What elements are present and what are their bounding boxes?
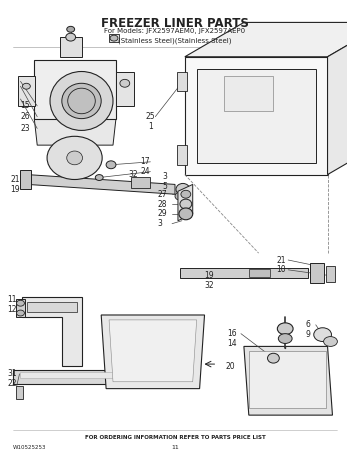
Bar <box>197 68 316 163</box>
Ellipse shape <box>22 83 30 89</box>
Text: 25: 25 <box>146 112 155 121</box>
Text: For Models: JFX2597AEM0, JFX2597AEP0: For Models: JFX2597AEM0, JFX2597AEP0 <box>104 28 246 34</box>
Bar <box>224 77 273 111</box>
Bar <box>310 263 324 283</box>
Text: W10525253: W10525253 <box>13 444 46 449</box>
Text: 9: 9 <box>306 330 311 339</box>
Text: 3: 3 <box>157 219 162 228</box>
Text: 26: 26 <box>21 112 30 121</box>
Text: 15: 15 <box>21 101 30 111</box>
Ellipse shape <box>16 300 24 306</box>
Text: 11: 11 <box>8 295 17 304</box>
Bar <box>34 60 116 119</box>
Polygon shape <box>328 22 350 174</box>
Text: 10: 10 <box>276 265 286 275</box>
Bar <box>326 266 335 282</box>
Ellipse shape <box>50 72 113 130</box>
Ellipse shape <box>179 208 193 220</box>
Text: 24: 24 <box>141 167 150 176</box>
Text: 21: 21 <box>276 255 286 265</box>
Bar <box>15 386 23 400</box>
Bar <box>116 72 134 106</box>
Ellipse shape <box>110 35 118 41</box>
Bar <box>20 170 31 189</box>
Text: 3: 3 <box>162 172 167 181</box>
Text: 31: 31 <box>8 369 17 378</box>
Text: 5: 5 <box>162 182 167 191</box>
Polygon shape <box>22 297 82 366</box>
Bar <box>60 37 82 57</box>
Bar <box>15 299 26 317</box>
Text: 29: 29 <box>157 209 167 218</box>
Text: 22: 22 <box>8 379 17 388</box>
Ellipse shape <box>180 199 192 209</box>
Text: 11: 11 <box>171 444 179 449</box>
Polygon shape <box>244 347 332 415</box>
Polygon shape <box>178 184 193 221</box>
Ellipse shape <box>175 192 185 200</box>
Polygon shape <box>27 302 77 312</box>
Text: 32: 32 <box>204 281 214 290</box>
Text: FREEZER LINER PARTS: FREEZER LINER PARTS <box>101 16 249 29</box>
Text: 1: 1 <box>148 122 153 131</box>
Bar <box>131 177 150 188</box>
Ellipse shape <box>278 334 292 343</box>
Ellipse shape <box>47 136 102 179</box>
Polygon shape <box>27 174 175 194</box>
Polygon shape <box>109 320 197 382</box>
Text: 20: 20 <box>225 361 235 371</box>
Polygon shape <box>185 22 350 57</box>
Text: 28: 28 <box>157 199 167 208</box>
Text: 23: 23 <box>21 124 30 133</box>
Text: 27: 27 <box>157 190 167 199</box>
Ellipse shape <box>314 328 331 342</box>
Ellipse shape <box>106 161 116 169</box>
Text: 21: 21 <box>10 175 20 184</box>
Polygon shape <box>13 370 146 384</box>
Bar <box>109 34 119 42</box>
Bar <box>177 72 187 91</box>
Text: 19: 19 <box>10 185 20 194</box>
Ellipse shape <box>16 310 24 316</box>
Ellipse shape <box>324 337 337 347</box>
Text: 16: 16 <box>227 329 237 338</box>
Bar <box>177 145 187 165</box>
Text: 17: 17 <box>141 157 150 166</box>
Polygon shape <box>185 57 328 174</box>
Text: 6: 6 <box>306 320 311 329</box>
Ellipse shape <box>120 79 130 87</box>
Bar <box>18 77 35 106</box>
Polygon shape <box>101 315 204 389</box>
Text: 19: 19 <box>204 271 214 280</box>
Ellipse shape <box>176 183 190 195</box>
Ellipse shape <box>67 151 83 165</box>
Text: (Stainless Steel)(Stainless Steel): (Stainless Steel)(Stainless Steel) <box>118 37 232 43</box>
Text: 12: 12 <box>8 304 17 313</box>
Ellipse shape <box>62 83 101 119</box>
Text: FOR ORDERING INFORMATION REFER TO PARTS PRICE LIST: FOR ORDERING INFORMATION REFER TO PARTS … <box>85 435 265 440</box>
Ellipse shape <box>67 26 75 32</box>
Bar <box>249 269 271 277</box>
Ellipse shape <box>181 190 191 198</box>
Ellipse shape <box>277 323 293 335</box>
Polygon shape <box>20 372 141 378</box>
Text: 14: 14 <box>227 339 237 348</box>
Polygon shape <box>180 268 308 278</box>
Bar <box>249 352 326 408</box>
Text: 32: 32 <box>129 170 138 179</box>
Ellipse shape <box>66 33 76 41</box>
Polygon shape <box>34 119 116 145</box>
Ellipse shape <box>267 353 279 363</box>
Ellipse shape <box>95 174 103 180</box>
